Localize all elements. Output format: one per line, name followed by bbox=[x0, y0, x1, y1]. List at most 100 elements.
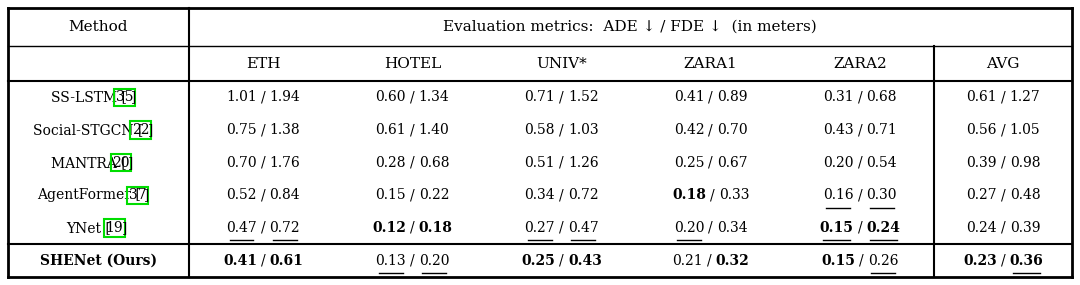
Text: 1.01: 1.01 bbox=[226, 90, 257, 104]
Text: /: / bbox=[410, 90, 415, 104]
Text: /: / bbox=[410, 221, 415, 235]
Text: 1.52: 1.52 bbox=[568, 90, 598, 104]
Text: /: / bbox=[559, 221, 564, 235]
Text: ZARA1: ZARA1 bbox=[684, 56, 738, 70]
Text: 0.13: 0.13 bbox=[376, 254, 406, 268]
Text: 0.12: 0.12 bbox=[373, 221, 406, 235]
Text: ETH: ETH bbox=[246, 56, 281, 70]
Text: 0.70: 0.70 bbox=[226, 156, 257, 170]
Text: 0.41: 0.41 bbox=[674, 90, 704, 104]
Text: 0.20: 0.20 bbox=[823, 156, 853, 170]
Text: 0.18: 0.18 bbox=[672, 188, 706, 202]
Text: /: / bbox=[410, 123, 415, 137]
Text: ZARA2: ZARA2 bbox=[833, 56, 887, 70]
Text: SS-LSTM [: SS-LSTM [ bbox=[51, 90, 126, 104]
Text: 0.75: 0.75 bbox=[226, 123, 257, 137]
Text: 0.39: 0.39 bbox=[967, 156, 997, 170]
Text: 0.84: 0.84 bbox=[270, 188, 300, 202]
Text: Method: Method bbox=[68, 20, 129, 34]
Text: /: / bbox=[261, 188, 266, 202]
Text: 0.47: 0.47 bbox=[568, 221, 598, 235]
Text: 0.68: 0.68 bbox=[419, 156, 449, 170]
Text: 0.15: 0.15 bbox=[821, 254, 855, 268]
Text: 0.58: 0.58 bbox=[525, 123, 555, 137]
Text: /: / bbox=[706, 254, 712, 268]
Text: HOTEL: HOTEL bbox=[383, 56, 441, 70]
Text: 0.61: 0.61 bbox=[376, 123, 406, 137]
Text: ]: ] bbox=[148, 123, 153, 137]
Text: 0.25: 0.25 bbox=[674, 156, 704, 170]
Text: /: / bbox=[1001, 123, 1005, 137]
Text: /: / bbox=[858, 156, 862, 170]
Text: UNIV*: UNIV* bbox=[536, 56, 586, 70]
Text: 0.33: 0.33 bbox=[719, 188, 750, 202]
Text: /: / bbox=[559, 123, 564, 137]
Text: /: / bbox=[559, 254, 564, 268]
Text: 0.54: 0.54 bbox=[866, 156, 896, 170]
Text: /: / bbox=[559, 156, 564, 170]
Text: SHENet (Ours): SHENet (Ours) bbox=[40, 254, 157, 268]
Text: 0.21: 0.21 bbox=[672, 254, 703, 268]
Text: 0.18: 0.18 bbox=[419, 221, 453, 235]
Text: /: / bbox=[559, 90, 564, 104]
Text: AgentFormer [: AgentFormer [ bbox=[37, 188, 140, 202]
Text: /: / bbox=[1001, 156, 1005, 170]
Text: 0.24: 0.24 bbox=[866, 221, 900, 235]
Text: 0.24: 0.24 bbox=[967, 221, 997, 235]
Text: /: / bbox=[261, 221, 266, 235]
Text: 0.22: 0.22 bbox=[419, 188, 449, 202]
Text: /: / bbox=[1001, 254, 1005, 268]
Text: 1.05: 1.05 bbox=[1010, 123, 1040, 137]
Text: 0.61: 0.61 bbox=[270, 254, 303, 268]
Text: 0.47: 0.47 bbox=[226, 221, 257, 235]
Text: 0.20: 0.20 bbox=[419, 254, 449, 268]
Text: 1.40: 1.40 bbox=[419, 123, 449, 137]
Text: /: / bbox=[410, 156, 415, 170]
Text: 0.51: 0.51 bbox=[525, 156, 555, 170]
Text: 0.42: 0.42 bbox=[674, 123, 704, 137]
Text: 0.41: 0.41 bbox=[222, 254, 257, 268]
Text: 0.20: 0.20 bbox=[674, 221, 704, 235]
Text: 1.34: 1.34 bbox=[419, 90, 449, 104]
Text: /: / bbox=[858, 188, 862, 202]
Text: 0.56: 0.56 bbox=[967, 123, 997, 137]
Text: 0.61: 0.61 bbox=[967, 90, 997, 104]
Text: 0.36: 0.36 bbox=[1010, 254, 1043, 268]
Text: 0.16: 0.16 bbox=[823, 188, 853, 202]
Text: 20: 20 bbox=[112, 156, 130, 170]
Text: 0.39: 0.39 bbox=[1010, 221, 1040, 235]
Text: /: / bbox=[1001, 188, 1005, 202]
Text: 0.71: 0.71 bbox=[525, 90, 555, 104]
Text: /: / bbox=[708, 90, 713, 104]
Text: 0.15: 0.15 bbox=[820, 221, 853, 235]
Text: 19: 19 bbox=[106, 221, 123, 235]
Text: /: / bbox=[858, 221, 862, 235]
Text: /: / bbox=[559, 188, 564, 202]
Text: /: / bbox=[708, 156, 713, 170]
Text: 0.52: 0.52 bbox=[227, 188, 257, 202]
Text: 0.32: 0.32 bbox=[716, 254, 750, 268]
Text: 1.26: 1.26 bbox=[568, 156, 598, 170]
Text: 0.34: 0.34 bbox=[525, 188, 555, 202]
Text: 0.68: 0.68 bbox=[866, 90, 896, 104]
Text: /: / bbox=[410, 188, 415, 202]
Text: 0.70: 0.70 bbox=[717, 123, 747, 137]
Text: 0.71: 0.71 bbox=[866, 123, 897, 137]
Text: 0.31: 0.31 bbox=[823, 90, 853, 104]
Text: AVG: AVG bbox=[986, 56, 1020, 70]
Text: /: / bbox=[1001, 90, 1005, 104]
Text: 0.60: 0.60 bbox=[376, 90, 406, 104]
Text: Social-STGCN [: Social-STGCN [ bbox=[33, 123, 144, 137]
Text: YNet [: YNet [ bbox=[66, 221, 111, 235]
Text: 1.38: 1.38 bbox=[270, 123, 300, 137]
Text: 0.27: 0.27 bbox=[967, 188, 997, 202]
Text: 35: 35 bbox=[116, 90, 133, 104]
Text: 0.15: 0.15 bbox=[376, 188, 406, 202]
Text: 0.43: 0.43 bbox=[823, 123, 853, 137]
Text: ]: ] bbox=[132, 90, 137, 104]
Text: 0.34: 0.34 bbox=[717, 221, 747, 235]
Text: 0.43: 0.43 bbox=[568, 254, 602, 268]
Text: 0.27: 0.27 bbox=[525, 221, 555, 235]
Text: 0.72: 0.72 bbox=[568, 188, 598, 202]
Text: 0.48: 0.48 bbox=[1010, 188, 1040, 202]
